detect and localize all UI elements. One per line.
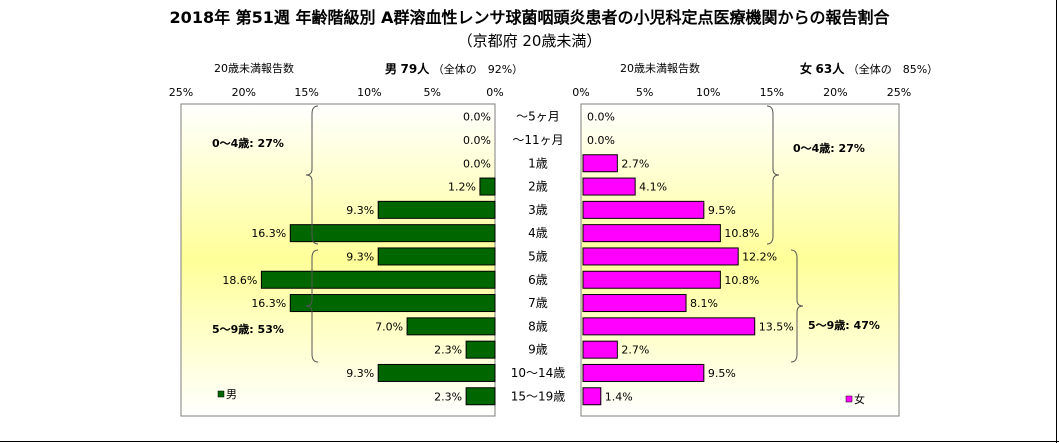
category-label: 3歳 (528, 203, 548, 217)
female-header-ratio: （全体の 85%） (847, 63, 939, 76)
category-label: ～11ヶ月 (512, 133, 563, 147)
female-header-count: 63人 (815, 62, 845, 76)
male-bar (465, 387, 496, 406)
category-label: 8歳 (528, 319, 548, 333)
female-header-label: 20歳未満報告数 (620, 62, 700, 75)
female-bar (582, 177, 636, 196)
male-0-4-brace (305, 105, 319, 245)
male-data-label: 7.0% (375, 320, 403, 333)
female-header-sex: 女 (800, 62, 813, 76)
female-bar (582, 363, 705, 382)
female-data-label: 4.1% (639, 181, 667, 194)
frame-bottom-border (0, 441, 1059, 442)
male-data-label: 9.3% (346, 367, 374, 380)
male-axis-tick-label: 10% (357, 86, 381, 99)
female-bar (582, 387, 602, 406)
female-header-summary: 女 63人 （全体の 85%） (800, 60, 938, 77)
frame-right-border (1056, 0, 1057, 443)
category-label: ～5ヶ月 (516, 110, 560, 124)
male-data-label: 0.0% (463, 111, 491, 124)
male-0-4-annotation: 0～4歳: 27% (212, 136, 284, 150)
female-legend-label: 女 (854, 392, 865, 406)
male-bar (289, 294, 496, 313)
chart-subtitle: （京都府 20歳未満） (457, 32, 602, 50)
male-5-9-annotation: 5～9歳: 53% (212, 322, 284, 336)
category-label: 2歳 (528, 180, 548, 194)
category-label: 6歳 (528, 273, 548, 287)
male-data-label: 9.3% (346, 204, 374, 217)
male-axis-tick-label: 5% (423, 86, 440, 99)
male-bar (377, 247, 496, 266)
category-label: 4歳 (528, 226, 548, 240)
female-5-9-brace (790, 249, 804, 363)
female-5-9-annotation: 5～9歳: 47% (808, 318, 880, 332)
female-data-label: 9.5% (708, 204, 736, 217)
male-header-ratio: （全体の 92%） (432, 63, 524, 76)
female-axis-tick-label: 0% (572, 86, 589, 99)
category-label: 5歳 (528, 249, 548, 263)
male-bar (377, 363, 496, 382)
female-data-label: 10.8% (724, 227, 759, 240)
male-data-label: 0.0% (463, 134, 491, 147)
female-data-label: 0.0% (587, 111, 615, 124)
male-bar (260, 270, 496, 289)
male-bar (406, 317, 496, 336)
male-data-label: 18.6% (222, 274, 257, 287)
female-axis-tick-label: 10% (696, 86, 720, 99)
female-data-label: 1.4% (605, 390, 633, 403)
female-0-4-annotation: 0～4歳: 27% (793, 141, 865, 155)
female-bar (582, 270, 721, 289)
female-axis-tick-label: 25% (887, 86, 911, 99)
male-header-count: 79人 (400, 62, 430, 76)
female-0-4-brace (766, 105, 780, 245)
female-bar (582, 247, 739, 266)
male-header-summary: 男 79人 （全体の 92%） (385, 60, 523, 77)
male-legend-label: 男 (226, 388, 237, 401)
male-data-label: 16.3% (251, 227, 286, 240)
male-bar (479, 177, 496, 196)
category-label: 15～19歳 (511, 389, 566, 403)
female-bar (582, 340, 618, 359)
male-axis-tick-label: 15% (294, 86, 318, 99)
female-legend-swatch (845, 395, 853, 403)
male-data-label: 9.3% (346, 250, 374, 263)
male-header-sex: 男 (385, 62, 398, 76)
male-data-label: 2.3% (434, 390, 462, 403)
category-label: 10～14歳 (511, 366, 566, 380)
male-bar (377, 200, 496, 219)
female-data-label: 10.8% (724, 274, 759, 287)
female-axis-tick-label: 15% (760, 86, 784, 99)
female-bar (582, 224, 721, 243)
chart-title: 2018年 第51週 年齢階級別 A群溶血性レンサ球菌咽頭炎患者の小児科定点医療… (169, 8, 890, 27)
female-data-label: 2.7% (621, 157, 649, 170)
female-data-label: 12.2% (742, 250, 777, 263)
category-label: 9歳 (528, 343, 548, 357)
male-data-label: 0.0% (463, 157, 491, 170)
male-axis-tick-label: 0% (486, 86, 503, 99)
male-axis-tick-label: 25% (169, 86, 193, 99)
male-axis-tick-label: 20% (232, 86, 256, 99)
female-data-label: 0.0% (587, 134, 615, 147)
male-data-label: 2.3% (434, 344, 462, 357)
male-5-9-brace (305, 249, 319, 363)
category-label: 7歳 (528, 296, 548, 310)
male-header-label: 20歳未満報告数 (214, 62, 294, 75)
male-legend-swatch (217, 390, 225, 398)
female-data-label: 2.7% (621, 344, 649, 357)
female-axis-tick-label: 5% (636, 86, 653, 99)
female-data-label: 13.5% (759, 320, 794, 333)
male-data-label: 1.2% (448, 181, 476, 194)
category-label: 1歳 (528, 156, 548, 170)
female-data-label: 9.5% (708, 367, 736, 380)
male-bar (289, 224, 496, 243)
male-bar (465, 340, 496, 359)
female-bar (582, 154, 618, 173)
female-bar (582, 200, 705, 219)
female-data-label: 8.1% (690, 297, 718, 310)
male-data-label: 16.3% (251, 297, 286, 310)
female-bar (582, 294, 687, 313)
female-bar (582, 317, 756, 336)
female-axis-tick-label: 20% (823, 86, 847, 99)
